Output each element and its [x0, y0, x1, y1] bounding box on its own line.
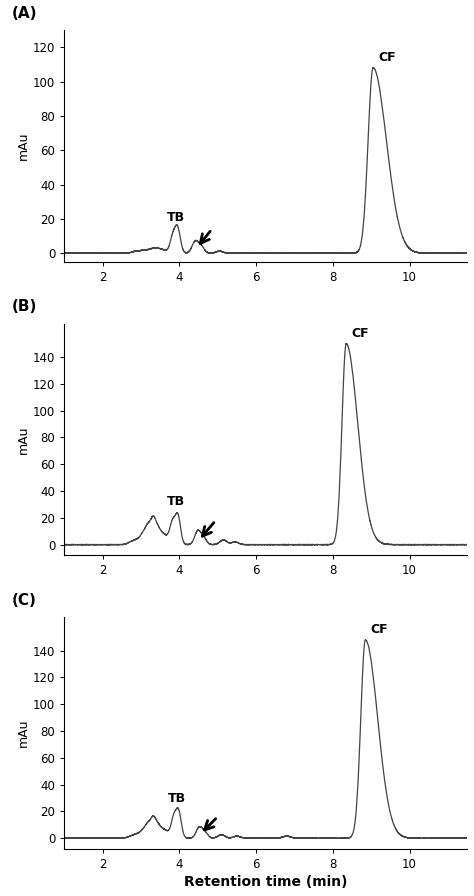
Text: CF: CF: [351, 327, 369, 340]
Text: CF: CF: [370, 623, 388, 636]
Text: TB: TB: [166, 211, 184, 224]
Text: (B): (B): [12, 299, 37, 314]
Y-axis label: mAu: mAu: [17, 426, 30, 453]
X-axis label: Retention time (min): Retention time (min): [184, 875, 347, 889]
Text: TB: TB: [166, 495, 184, 508]
Text: CF: CF: [379, 51, 396, 65]
Y-axis label: mAu: mAu: [17, 719, 30, 747]
Y-axis label: mAu: mAu: [17, 132, 30, 160]
Text: TB: TB: [168, 792, 186, 805]
Text: (C): (C): [12, 593, 36, 607]
Text: (A): (A): [12, 5, 37, 21]
